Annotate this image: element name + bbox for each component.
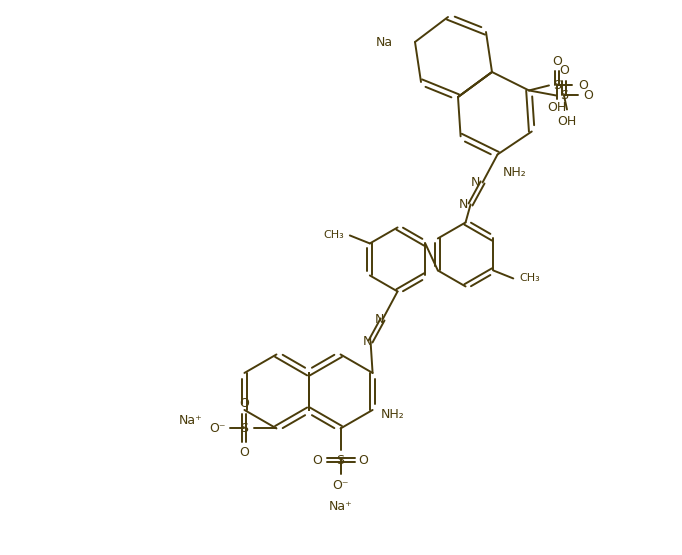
Text: S: S [553, 79, 561, 92]
Text: Na: Na [376, 36, 393, 48]
Text: OH: OH [548, 102, 567, 114]
Text: S: S [241, 422, 248, 435]
Text: O: O [359, 454, 368, 467]
Text: Na⁺: Na⁺ [329, 501, 353, 513]
Text: O: O [559, 64, 569, 78]
Text: O: O [583, 89, 593, 102]
Text: S: S [336, 454, 344, 467]
Text: N: N [459, 198, 469, 211]
Text: O: O [312, 454, 323, 467]
Text: OH: OH [557, 115, 576, 128]
Text: S: S [560, 89, 568, 102]
Text: O⁻: O⁻ [209, 422, 226, 435]
Text: O: O [552, 56, 562, 68]
Text: Na⁺: Na⁺ [179, 414, 203, 427]
Text: NH₂: NH₂ [503, 166, 527, 179]
Text: CH₃: CH₃ [519, 274, 540, 284]
Text: N: N [471, 176, 481, 189]
Text: O⁻: O⁻ [332, 480, 349, 492]
Text: NH₂: NH₂ [381, 408, 404, 421]
Text: CH₃: CH₃ [323, 230, 344, 240]
Text: O: O [578, 79, 588, 92]
Text: N: N [375, 313, 385, 326]
Text: N: N [364, 335, 372, 348]
Text: O: O [239, 397, 250, 411]
Text: O: O [239, 446, 250, 460]
